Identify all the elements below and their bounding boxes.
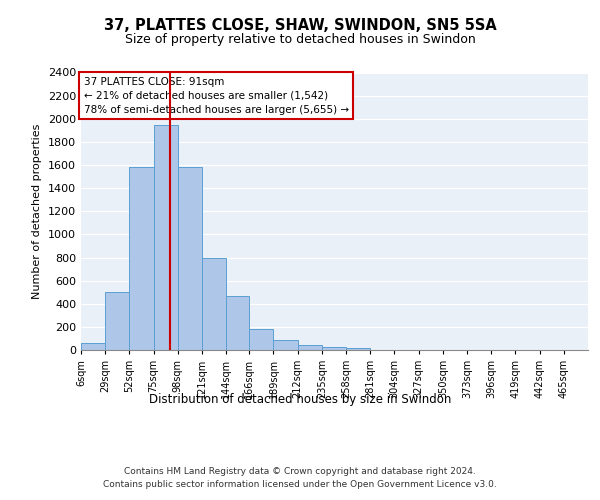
Y-axis label: Number of detached properties: Number of detached properties (32, 124, 43, 299)
Bar (202, 258, 226, 350)
Bar (298, 346, 322, 350)
Text: 37 PLATTES CLOSE: 91sqm
← 21% of detached houses are smaller (1,542)
78% of semi: 37 PLATTES CLOSE: 91sqm ← 21% of detache… (83, 76, 349, 114)
Bar (249, 328, 274, 350)
Bar (105, 292, 130, 350)
Bar (81, 343, 105, 350)
Text: Contains public sector information licensed under the Open Government Licence v3: Contains public sector information licen… (103, 480, 497, 489)
Bar (178, 168, 202, 350)
Bar (154, 124, 178, 350)
Bar (274, 340, 298, 350)
Bar (346, 348, 370, 350)
Bar (226, 296, 249, 350)
Text: Size of property relative to detached houses in Swindon: Size of property relative to detached ho… (125, 32, 475, 46)
Bar (322, 346, 346, 350)
Text: Contains HM Land Registry data © Crown copyright and database right 2024.: Contains HM Land Registry data © Crown c… (124, 468, 476, 476)
Text: Distribution of detached houses by size in Swindon: Distribution of detached houses by size … (149, 392, 451, 406)
Bar (130, 168, 154, 350)
Text: 37, PLATTES CLOSE, SHAW, SWINDON, SN5 5SA: 37, PLATTES CLOSE, SHAW, SWINDON, SN5 5S… (104, 18, 496, 32)
